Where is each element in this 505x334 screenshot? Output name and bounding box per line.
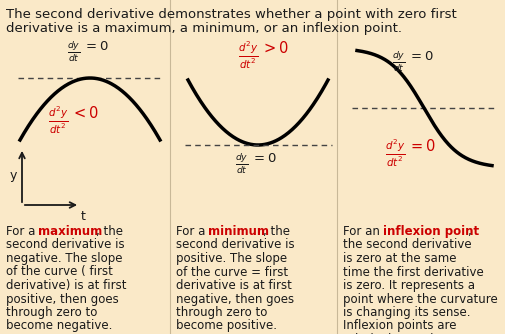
Text: , the: , the <box>96 225 123 238</box>
Text: is zero at the same: is zero at the same <box>342 252 456 265</box>
Text: become positive.: become positive. <box>176 320 276 333</box>
Text: relatively rare in nature.: relatively rare in nature. <box>342 333 486 334</box>
Text: time the first derivative: time the first derivative <box>342 266 483 279</box>
Text: $> 0$: $> 0$ <box>261 40 289 56</box>
Text: $\frac{dy}{dt}$: $\frac{dy}{dt}$ <box>391 50 404 74</box>
Text: For an: For an <box>342 225 383 238</box>
Text: , the: , the <box>263 225 289 238</box>
Text: negative, then goes: negative, then goes <box>176 293 293 306</box>
Text: positive, then goes: positive, then goes <box>6 293 119 306</box>
Text: y: y <box>9 168 17 181</box>
Text: Inflexion points are: Inflexion points are <box>342 320 456 333</box>
Text: $\frac{dy}{dt}$: $\frac{dy}{dt}$ <box>234 152 247 176</box>
Text: derivative) is at first: derivative) is at first <box>6 279 126 292</box>
Text: t: t <box>80 210 85 223</box>
Text: become negative.: become negative. <box>6 320 112 333</box>
Text: For a: For a <box>176 225 209 238</box>
Text: derivative is at first: derivative is at first <box>176 279 291 292</box>
Text: is zero. It represents a: is zero. It represents a <box>342 279 474 292</box>
Text: positive. The slope: positive. The slope <box>176 252 286 265</box>
Text: $\frac{d^2y}{dt^2}$: $\frac{d^2y}{dt^2}$ <box>384 138 404 169</box>
Text: derivative is a maximum, a minimum, or an inflexion point.: derivative is a maximum, a minimum, or a… <box>6 22 401 35</box>
Text: $\frac{dy}{dt}$: $\frac{dy}{dt}$ <box>66 40 80 64</box>
Text: inflexion point: inflexion point <box>382 225 478 238</box>
Text: For a: For a <box>6 225 39 238</box>
Text: is changing its sense.: is changing its sense. <box>342 306 470 319</box>
Text: of the curve ( first: of the curve ( first <box>6 266 113 279</box>
Text: minimum: minimum <box>208 225 269 238</box>
Text: The second derivative demonstrates whether a point with zero first: The second derivative demonstrates wheth… <box>6 8 456 21</box>
Text: through zero to: through zero to <box>6 306 97 319</box>
Text: $= 0$: $= 0$ <box>407 138 435 154</box>
Text: the second derivative: the second derivative <box>342 238 471 252</box>
Text: maximum: maximum <box>38 225 102 238</box>
Text: ,: , <box>466 225 470 238</box>
Text: $\frac{d^2y}{dt^2}$: $\frac{d^2y}{dt^2}$ <box>237 40 258 71</box>
Text: through zero to: through zero to <box>176 306 267 319</box>
Text: $= 0$: $= 0$ <box>250 152 276 165</box>
Text: of the curve = first: of the curve = first <box>176 266 287 279</box>
Text: $= 0$: $= 0$ <box>407 50 433 63</box>
Text: $\frac{d^2y}{dt^2}$: $\frac{d^2y}{dt^2}$ <box>47 105 68 136</box>
Text: negative. The slope: negative. The slope <box>6 252 122 265</box>
Text: point where the curvature: point where the curvature <box>342 293 497 306</box>
Text: second derivative is: second derivative is <box>176 238 294 252</box>
Text: $< 0$: $< 0$ <box>71 105 99 121</box>
Text: $= 0$: $= 0$ <box>83 40 109 53</box>
Text: second derivative is: second derivative is <box>6 238 124 252</box>
